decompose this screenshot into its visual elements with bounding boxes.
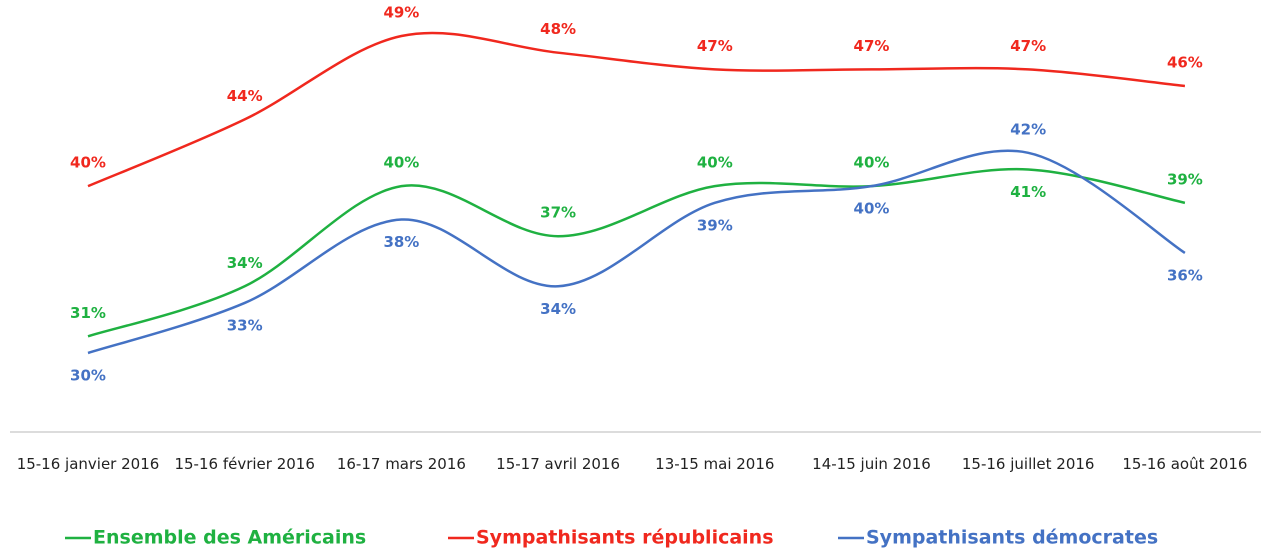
data-label: 34% [227, 254, 263, 272]
data-label: 49% [383, 4, 419, 22]
x-tick-label: 15-16 août 2016 [1122, 455, 1248, 473]
data-label: 40% [697, 154, 733, 172]
x-tick-label: 15-16 janvier 2016 [16, 455, 160, 473]
legend-label: Ensemble des Américains [93, 527, 366, 549]
data-label: 40% [854, 200, 890, 218]
data-label: 39% [697, 216, 733, 234]
x-tick-label: 13-15 mai 2016 [655, 455, 775, 473]
data-label: 38% [383, 233, 419, 251]
legend-label: Sympathisants républicains [476, 527, 774, 549]
data-label: 47% [697, 37, 733, 55]
x-tick-label: 14-15 juin 2016 [812, 455, 931, 473]
data-label: 44% [227, 87, 263, 105]
data-label: 47% [1010, 37, 1046, 55]
x-tick-label: 15-17 avril 2016 [496, 455, 621, 473]
data-label: 40% [70, 154, 106, 172]
line [87, 149, 1186, 355]
data-label: 47% [854, 37, 890, 55]
data-label: 34% [540, 300, 576, 318]
line [87, 167, 1186, 338]
data-label: 42% [1010, 120, 1046, 138]
line [87, 31, 1186, 188]
data-label: 36% [1167, 266, 1203, 284]
x-tick-label: 16-17 mars 2016 [336, 455, 466, 473]
data-label: 30% [70, 367, 106, 385]
data-label: 37% [540, 204, 576, 222]
x-tick-label: 15-16 juillet 2016 [961, 455, 1095, 473]
data-label: 46% [1167, 54, 1203, 72]
data-label: 48% [540, 20, 576, 38]
data-label: 39% [1167, 170, 1203, 188]
data-label: 40% [854, 154, 890, 172]
legend-label: Sympathisants démocrates [866, 527, 1158, 549]
data-label: 40% [383, 154, 419, 172]
data-label: 33% [227, 316, 263, 334]
data-label: 31% [70, 304, 106, 322]
data-label: 41% [1010, 183, 1046, 201]
x-tick-label: 15-16 février 2016 [174, 455, 315, 473]
